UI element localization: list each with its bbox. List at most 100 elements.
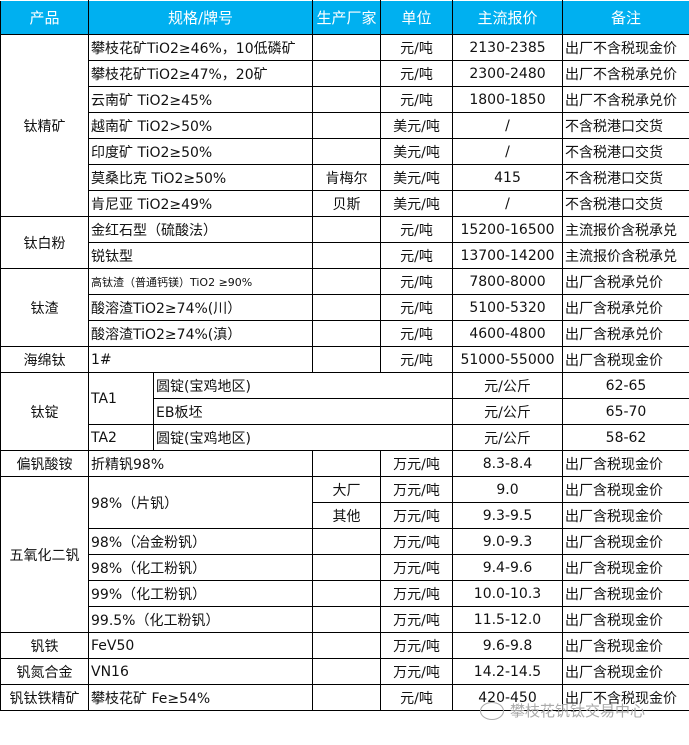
- unit-cell: 万元/吨: [380, 580, 453, 607]
- unit-cell: 元/吨: [380, 242, 453, 269]
- table-row: 钒铁 FeV50 万元/吨 9.6-9.8 出厂含税现金价: [0, 632, 689, 659]
- unit-cell: 万元/吨: [380, 632, 453, 659]
- maker-cell: [312, 528, 381, 555]
- header-price: 主流报价: [452, 0, 563, 35]
- price-cell: 65-70: [562, 398, 689, 425]
- table-row: 钛精矿 攀枝花矿TiO2≥46%，10低磷矿 元/吨 2130-2385 出厂不含税现金…: [0, 34, 689, 217]
- unit-cell: 万元/吨: [380, 476, 453, 503]
- price-cell: 9.3-9.5: [452, 502, 563, 529]
- note-cell: 出厂含税承兑价: [562, 268, 689, 295]
- table-row: 莫桑比克 TiO2≥50% 肯梅尔 美元/吨 415 不含税港口交货: [1, 164, 689, 191]
- spec-cell: 圆锭(宝鸡地区): [153, 424, 453, 451]
- maker-cell: 大厂: [312, 476, 381, 503]
- unit-cell: 元/吨: [380, 216, 453, 243]
- spec-cell: 99%（化工粉钒）: [88, 580, 313, 607]
- price-table: 产品 规格/牌号 生产厂家 单位 主流报价 备注 钛精矿 攀枝花矿TiO2≥46%…: [0, 0, 689, 711]
- maker-cell: 其他: [312, 502, 381, 529]
- maker-cell: [312, 632, 381, 659]
- spec-cell: FeV50: [88, 632, 313, 659]
- table-row: 五氧化二钒 98%（片钒） 大厂 万元/吨 9.0 出厂含税现金价: [0, 476, 689, 633]
- maker-cell: [312, 346, 381, 373]
- header-product: 产品: [0, 0, 89, 35]
- unit-cell: 元/吨: [380, 60, 453, 87]
- watermark: 攀枝花钒钛交易中心: [480, 700, 645, 721]
- price-cell: 9.0: [452, 476, 563, 503]
- maker-cell: [312, 268, 381, 295]
- note-cell: 出厂含税承兑价: [562, 320, 689, 347]
- table-row: 99.5%（化工粉钒） 万元/吨 11.5-12.0 出厂含税现金价: [1, 606, 689, 633]
- watermark-text: 攀枝花钒钛交易中心: [510, 702, 646, 720]
- maker-cell: [312, 450, 381, 477]
- maker-cell: [312, 86, 381, 113]
- maker-cell: [312, 34, 381, 61]
- table-row: 锐钛型 元/吨 13700-14200 主流报价含税承兑: [1, 242, 689, 269]
- product-cell: 偏钒酸铵: [0, 450, 89, 477]
- maker-cell: 贝斯: [312, 190, 381, 217]
- table-row: 钒钛铁精矿 攀枝花矿 Fe≥54% 元/吨 420-450 出厂不含税现金价: [0, 684, 689, 711]
- price-cell: 2300-2480: [452, 60, 563, 87]
- spec-cell: 云南矿 TiO2≥45%: [88, 86, 313, 113]
- note-cell: 不含税港口交货: [562, 190, 689, 217]
- note-cell: 主流报价含税承兑: [562, 216, 689, 243]
- price-cell: /: [452, 190, 563, 217]
- note-cell: 出厂含税现金价: [562, 632, 689, 659]
- unit-cell: 万元/吨: [380, 606, 453, 633]
- price-cell: 62-65: [562, 372, 689, 399]
- price-cell: 415: [452, 164, 563, 191]
- spec-cell: 98%（化工粉钒）: [88, 554, 313, 581]
- table-row: 钛白粉 金红石型（硫酸法） 元/吨 15200-16500 主流报价含税承兑: [0, 216, 689, 269]
- table-row: 越南矿 TiO2>50% 美元/吨 / 不含税港口交货: [1, 112, 689, 139]
- spec-cell: 98%（冶金粉钒）: [88, 528, 313, 555]
- maker-cell: [312, 294, 381, 321]
- maker-cell: [312, 112, 381, 139]
- price-cell: 9.6-9.8: [452, 632, 563, 659]
- header-unit: 单位: [380, 0, 453, 35]
- spec-cell: 莫桑比克 TiO2≥50%: [88, 164, 313, 191]
- maker-cell: [312, 684, 381, 711]
- table-row: 酸溶渣TiO2≥74%(滇） 元/吨 4600-4800 出厂含税承兑价: [1, 320, 689, 347]
- table-row: 钒氮合金 VN16 万元/吨 14.2-14.5 出厂含税现金价: [0, 658, 689, 685]
- note-cell: 出厂含税现金价: [562, 606, 689, 633]
- price-cell: 8.3-8.4: [452, 450, 563, 477]
- note-cell: 不含税港口交货: [562, 164, 689, 191]
- maker-cell: [312, 138, 381, 165]
- unit-cell: 美元/吨: [380, 138, 453, 165]
- product-cell: 钛渣: [0, 268, 89, 347]
- note-cell: 不含税港口交货: [562, 138, 689, 165]
- grade-cell: TA2: [88, 424, 154, 451]
- note-cell: 出厂含税现金价: [562, 580, 689, 607]
- unit-cell: 元/吨: [380, 268, 453, 295]
- unit-cell: 万元/吨: [380, 502, 453, 529]
- spec-cell: 锐钛型: [88, 242, 313, 269]
- price-cell: 58-62: [562, 424, 689, 451]
- spec-cell: 攀枝花矿TiO2≥46%，10低磷矿: [88, 34, 313, 61]
- table-row: 攀枝花矿TiO2≥47%，20矿 元/吨 2300-2480 出厂不含税承兑价: [1, 60, 689, 87]
- table-row: 海绵钛 1# 元/吨 51000-55000 出厂含税现金价: [0, 346, 689, 373]
- price-cell: 51000-55000: [452, 346, 563, 373]
- unit-cell: 万元/吨: [380, 528, 453, 555]
- price-cell: /: [452, 112, 563, 139]
- spec-cell: 折精钒98%: [88, 450, 313, 477]
- unit-cell: 元/公斤: [452, 398, 563, 425]
- note-cell: 出厂含税现金价: [562, 658, 689, 685]
- maker-cell: [312, 320, 381, 347]
- spec-cell: VN16: [88, 658, 313, 685]
- spec-cell: 金红石型（硫酸法）: [88, 216, 313, 243]
- product-cell: 钛锭: [0, 372, 89, 451]
- unit-cell: 万元/吨: [380, 658, 453, 685]
- table-body: 钛精矿 攀枝花矿TiO2≥46%，10低磷矿 元/吨 2130-2385 出厂不含税现金…: [0, 34, 689, 711]
- product-cell: 钛精矿: [0, 34, 89, 217]
- unit-cell: 元/吨: [380, 34, 453, 61]
- maker-cell: [312, 554, 381, 581]
- maker-cell: [312, 580, 381, 607]
- price-cell: 9.4-9.6: [452, 554, 563, 581]
- spec-cell: 酸溶渣TiO2≥74%(滇）: [88, 320, 313, 347]
- table-row: 98%（化工粉钒） 万元/吨 9.4-9.6 出厂含税现金价: [1, 554, 689, 581]
- maker-cell: [312, 216, 381, 243]
- table-row: 肯尼亚 TiO2≥49% 贝斯 美元/吨 / 不含税港口交货: [1, 190, 689, 217]
- price-cell: 1800-1850: [452, 86, 563, 113]
- unit-cell: 万元/吨: [380, 450, 453, 477]
- note-cell: 出厂含税现金价: [562, 476, 689, 503]
- note-cell: 出厂不含税现金价: [562, 684, 689, 711]
- spec-cell: 1#: [88, 346, 313, 373]
